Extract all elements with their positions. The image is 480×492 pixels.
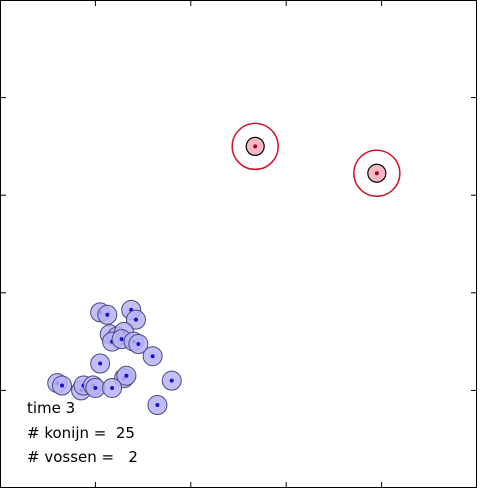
rabbit-point (97, 304, 118, 325)
rabbit-point (52, 375, 73, 396)
axis-ticks (1, 1, 476, 487)
rabbit-point (142, 346, 163, 367)
rabbit-center-dot (150, 354, 155, 359)
rabbit-point (116, 365, 137, 386)
rabbit-point (128, 334, 149, 355)
fox-series (231, 122, 401, 197)
fox-count-label: # vossen = 2 (27, 448, 138, 466)
fox-center-dot (253, 144, 258, 149)
rabbit-center-dot (124, 373, 129, 378)
fox-range-ring (231, 122, 279, 171)
rabbit-count-label: # konijn = 25 (27, 424, 135, 442)
rabbit-point (90, 353, 111, 374)
rabbit-center-dot (133, 317, 138, 322)
rabbit-center-dot (119, 337, 124, 342)
fox-center-dot (374, 171, 379, 176)
rabbit-center-dot (60, 383, 65, 388)
rabbit-point (102, 377, 123, 398)
rabbit-center-dot (93, 385, 98, 390)
rabbit-center-dot (136, 342, 141, 347)
rabbit-point (161, 370, 182, 391)
rabbit-point (147, 395, 168, 416)
rabbit-point (85, 377, 106, 398)
rabbit-point (125, 309, 146, 330)
rabbit-series (47, 299, 182, 416)
rabbit-center-dot (155, 403, 160, 408)
rabbit-center-dot (98, 361, 103, 366)
fox-range-ring (353, 149, 401, 197)
rabbit-center-dot (105, 312, 110, 317)
fox-point (231, 122, 279, 171)
rabbit-center-dot (110, 385, 115, 390)
time-label: time 3 (27, 399, 76, 417)
rabbit-center-dot (169, 378, 174, 383)
fox-point (353, 149, 401, 197)
